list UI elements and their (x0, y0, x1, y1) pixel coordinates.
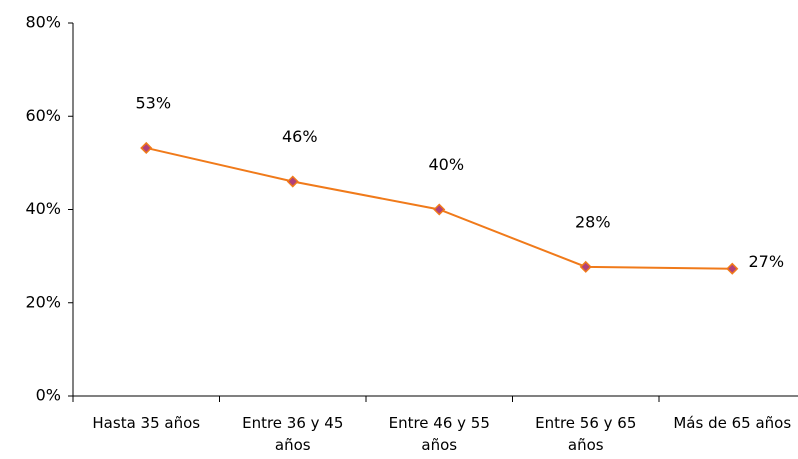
marker (579, 260, 592, 273)
x-tick-label: Hasta 35 años (92, 414, 201, 432)
y-tick-label: 0% (36, 386, 61, 405)
marker (726, 262, 739, 275)
data-label: 40% (428, 155, 464, 174)
y-tick-label: 40% (25, 199, 61, 218)
x-tick-label: Entre 36 y 45 años (242, 414, 344, 454)
y-tick-label: 60% (25, 106, 61, 125)
marker (140, 141, 153, 155)
marker (433, 203, 446, 216)
y-tick-label: 20% (25, 292, 61, 311)
x-tick-label: Entre 56 y 65 años (535, 414, 637, 454)
y-tick-label: 80% (25, 13, 61, 32)
data-label: 53% (135, 93, 171, 112)
data-label: 27% (748, 252, 784, 271)
marker (286, 175, 299, 188)
data-label: 46% (282, 127, 318, 146)
x-tick-label: Entre 46 y 55 años (388, 414, 490, 454)
data-label: 28% (575, 212, 611, 231)
x-tick-label: Más de 65 años (673, 414, 792, 432)
